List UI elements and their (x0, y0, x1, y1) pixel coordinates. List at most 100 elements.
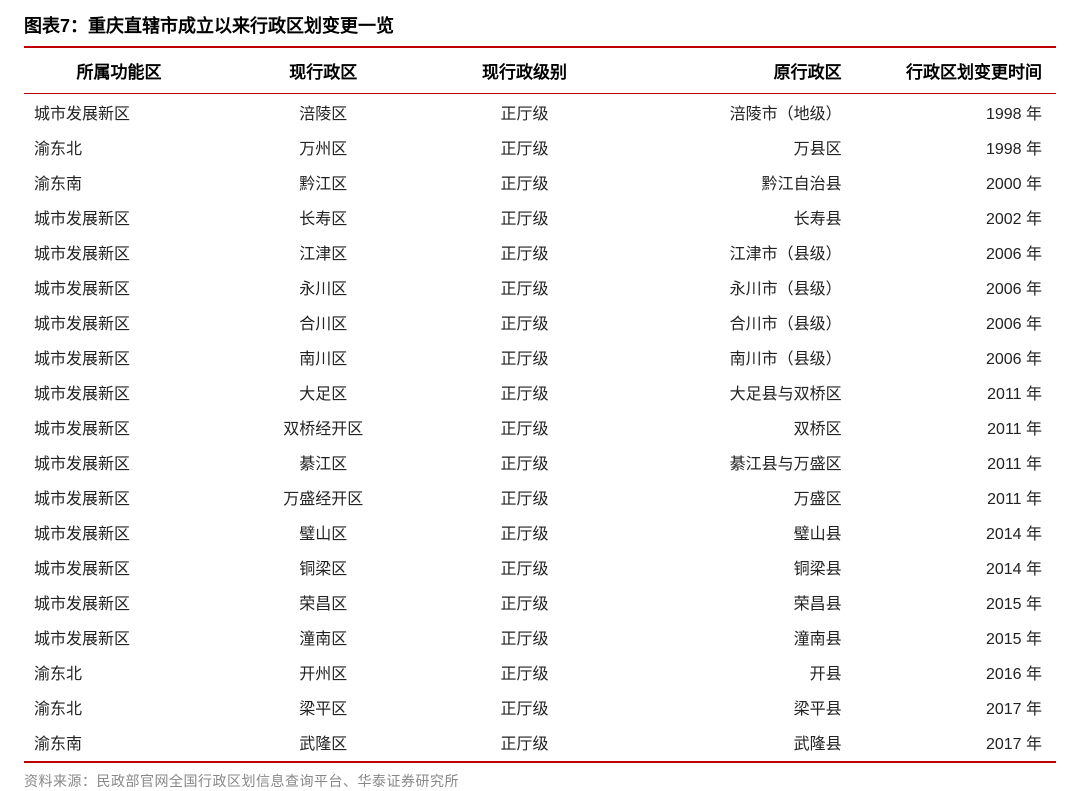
cell-zone: 渝东北 (24, 689, 220, 724)
cell-time: 2017 年 (850, 689, 1056, 724)
table-row: 城市发展新区铜梁区正厅级铜梁县2014 年 (24, 549, 1056, 584)
cell-current: 铜梁区 (220, 549, 426, 584)
cell-orig: 璧山县 (623, 514, 850, 549)
cell-level: 正厅级 (426, 584, 622, 619)
cell-orig: 合川市（县级） (623, 304, 850, 339)
table-row: 城市发展新区璧山区正厅级璧山县2014 年 (24, 514, 1056, 549)
cell-current: 武隆区 (220, 724, 426, 759)
title-prefix: 图表7： (24, 16, 88, 36)
cell-orig: 长寿县 (623, 199, 850, 234)
cell-orig: 黔江自治县 (623, 164, 850, 199)
cell-zone: 城市发展新区 (24, 479, 220, 514)
table-row: 城市发展新区綦江区正厅级綦江县与万盛区2011 年 (24, 444, 1056, 479)
cell-level: 正厅级 (426, 164, 622, 199)
table-row: 城市发展新区长寿区正厅级长寿县2002 年 (24, 199, 1056, 234)
cell-level: 正厅级 (426, 689, 622, 724)
cell-level: 正厅级 (426, 234, 622, 269)
cell-zone: 城市发展新区 (24, 549, 220, 584)
cell-time: 2011 年 (850, 409, 1056, 444)
cell-orig: 铜梁县 (623, 549, 850, 584)
cell-level: 正厅级 (426, 199, 622, 234)
cell-current: 黔江区 (220, 164, 426, 199)
cell-level: 正厅级 (426, 339, 622, 374)
cell-current: 永川区 (220, 269, 426, 304)
cell-level: 正厅级 (426, 514, 622, 549)
cell-time: 2000 年 (850, 164, 1056, 199)
table-row: 城市发展新区大足区正厅级大足县与双桥区2011 年 (24, 374, 1056, 409)
cell-time: 1998 年 (850, 94, 1056, 130)
cell-current: 潼南区 (220, 619, 426, 654)
cell-zone: 渝东北 (24, 129, 220, 164)
cell-time: 2017 年 (850, 724, 1056, 759)
table-title: 图表7：重庆直辖市成立以来行政区划变更一览 (24, 12, 1056, 46)
cell-current: 璧山区 (220, 514, 426, 549)
cell-current: 长寿区 (220, 199, 426, 234)
cell-orig: 大足县与双桥区 (623, 374, 850, 409)
cell-orig: 双桥区 (623, 409, 850, 444)
table-row: 城市发展新区涪陵区正厅级涪陵市（地级）1998 年 (24, 94, 1056, 130)
cell-orig: 梁平县 (623, 689, 850, 724)
cell-level: 正厅级 (426, 654, 622, 689)
table-row: 城市发展新区万盛经开区正厅级万盛区2011 年 (24, 479, 1056, 514)
cell-zone: 城市发展新区 (24, 374, 220, 409)
cell-time: 2006 年 (850, 269, 1056, 304)
cell-orig: 南川市（县级） (623, 339, 850, 374)
cell-zone: 渝东南 (24, 724, 220, 759)
cell-level: 正厅级 (426, 724, 622, 759)
table-row: 城市发展新区永川区正厅级永川市（县级）2006 年 (24, 269, 1056, 304)
table-row: 渝东北万州区正厅级万县区1998 年 (24, 129, 1056, 164)
col-header-zone: 所属功能区 (24, 48, 220, 94)
cell-current: 荣昌区 (220, 584, 426, 619)
table-row: 城市发展新区潼南区正厅级潼南县2015 年 (24, 619, 1056, 654)
table-row: 渝东北梁平区正厅级梁平县2017 年 (24, 689, 1056, 724)
cell-current: 大足区 (220, 374, 426, 409)
cell-orig: 涪陵市（地级） (623, 94, 850, 130)
cell-zone: 城市发展新区 (24, 339, 220, 374)
cell-time: 2011 年 (850, 479, 1056, 514)
cell-time: 2015 年 (850, 619, 1056, 654)
cell-zone: 城市发展新区 (24, 584, 220, 619)
table-row: 城市发展新区合川区正厅级合川市（县级）2006 年 (24, 304, 1056, 339)
cell-level: 正厅级 (426, 129, 622, 164)
cell-orig: 万盛区 (623, 479, 850, 514)
col-header-current: 现行政区 (220, 48, 426, 94)
table-header-row: 所属功能区 现行政区 现行政级别 原行政区 行政区划变更时间 (24, 48, 1056, 94)
cell-level: 正厅级 (426, 374, 622, 409)
cell-orig: 潼南县 (623, 619, 850, 654)
cell-time: 2014 年 (850, 549, 1056, 584)
cell-zone: 城市发展新区 (24, 94, 220, 130)
cell-zone: 城市发展新区 (24, 269, 220, 304)
cell-orig: 綦江县与万盛区 (623, 444, 850, 479)
cell-orig: 万县区 (623, 129, 850, 164)
cell-current: 梁平区 (220, 689, 426, 724)
table-row: 渝东北开州区正厅级开县2016 年 (24, 654, 1056, 689)
table-row: 城市发展新区双桥经开区正厅级双桥区2011 年 (24, 409, 1056, 444)
cell-zone: 城市发展新区 (24, 619, 220, 654)
cell-zone: 渝东南 (24, 164, 220, 199)
cell-current: 开州区 (220, 654, 426, 689)
cell-current: 万州区 (220, 129, 426, 164)
cell-current: 合川区 (220, 304, 426, 339)
cell-level: 正厅级 (426, 94, 622, 130)
cell-level: 正厅级 (426, 549, 622, 584)
cell-level: 正厅级 (426, 444, 622, 479)
cell-time: 2002 年 (850, 199, 1056, 234)
table-body: 城市发展新区涪陵区正厅级涪陵市（地级）1998 年渝东北万州区正厅级万县区199… (24, 94, 1056, 760)
cell-time: 2006 年 (850, 339, 1056, 374)
cell-level: 正厅级 (426, 619, 622, 654)
cell-zone: 城市发展新区 (24, 444, 220, 479)
admin-change-table: 所属功能区 现行政区 现行政级别 原行政区 行政区划变更时间 城市发展新区涪陵区… (24, 48, 1056, 759)
cell-level: 正厅级 (426, 409, 622, 444)
cell-level: 正厅级 (426, 269, 622, 304)
cell-time: 2011 年 (850, 374, 1056, 409)
source-note: 资料来源：民政部官网全国行政区划信息查询平台、华泰证券研究所 (24, 763, 1056, 791)
cell-orig: 武隆县 (623, 724, 850, 759)
cell-zone: 渝东北 (24, 654, 220, 689)
cell-level: 正厅级 (426, 479, 622, 514)
cell-time: 2014 年 (850, 514, 1056, 549)
col-header-level: 现行政级别 (426, 48, 622, 94)
cell-zone: 城市发展新区 (24, 514, 220, 549)
cell-current: 涪陵区 (220, 94, 426, 130)
cell-orig: 江津市（县级） (623, 234, 850, 269)
cell-orig: 开县 (623, 654, 850, 689)
